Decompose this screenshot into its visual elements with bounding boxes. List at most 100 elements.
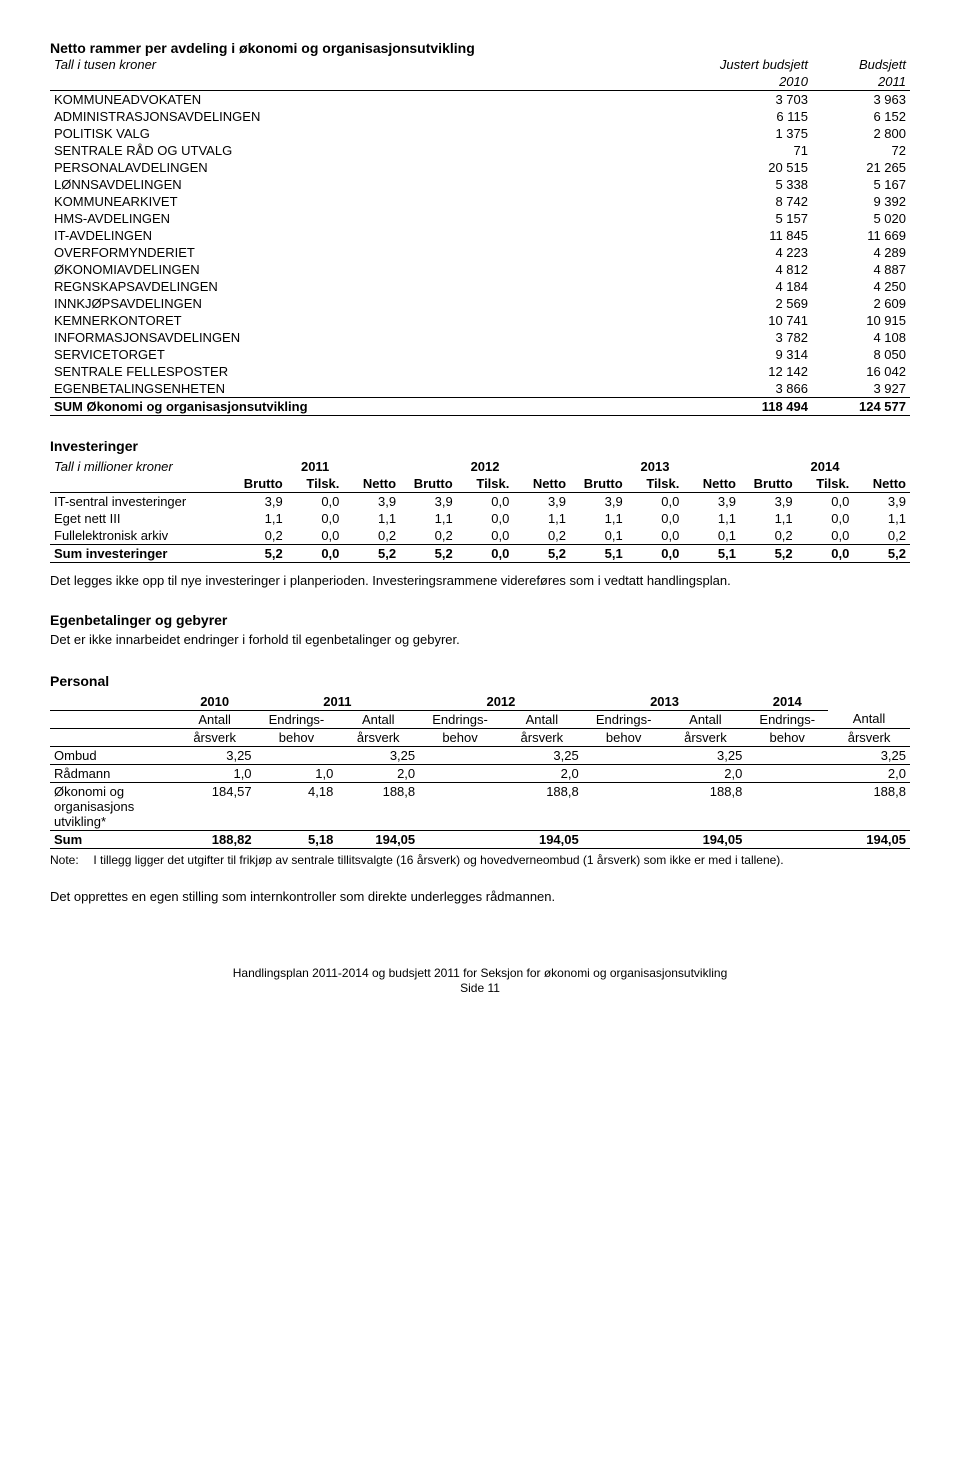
table-row-v1: 20 515 [714,159,812,176]
table-row-v1: 2 569 [714,295,812,312]
table-row-v2: 4 887 [812,261,910,278]
sub-arsverk: årsverk [665,728,747,746]
table-row-v2: 2 609 [812,295,910,312]
table-row-v2: 10 915 [812,312,910,329]
invest-cell: 0,0 [627,527,684,545]
invest-cell: 0,2 [230,527,287,545]
invest-cell: 0,0 [287,493,344,511]
invest-cell: 0,0 [457,527,514,545]
invest-heading: Investeringer [50,438,910,454]
table-row-v1: 3 703 [714,91,812,109]
personal-sum-cell [746,830,828,848]
table-row-v1: 3 782 [714,329,812,346]
invest-cell: 1,1 [513,510,570,527]
table-row-v1: 4 184 [714,278,812,295]
personal-cell [419,782,501,830]
invest-cell: 0,2 [740,527,797,545]
table-row-v2: 6 152 [812,108,910,125]
invest-sum-cell: 0,0 [627,545,684,563]
invest-subcol: Netto [683,475,740,493]
personal-sum-cell: 194,05 [337,830,419,848]
invest-table: Tall i millioner kroner 2011 2012 2013 2… [50,458,910,563]
invest-sum-cell: 5,2 [230,545,287,563]
invest-cell: 0,2 [400,527,457,545]
table-row-v1: 12 142 [714,363,812,380]
invest-cell: 0,0 [627,510,684,527]
personal-table: 20102011201220132014 AntallEndrings-Anta… [50,693,910,849]
personal-cell: 188,8 [665,782,747,830]
invest-cell: 0,2 [853,527,910,545]
invest-sum-cell: 5,2 [400,545,457,563]
personal-sum-label: Sum [50,830,174,848]
col1-heading: Justert budsjett [714,56,812,73]
invest-row-label: Fullelektronisk arkiv [50,527,230,545]
invest-row-label: IT-sentral investeringer [50,493,230,511]
personal-year: 2013 [583,693,747,711]
invest-cell: 3,9 [570,493,627,511]
invest-cell: 0,0 [797,510,854,527]
invest-cell: 3,9 [343,493,400,511]
invest-cell: 3,9 [230,493,287,511]
personal-heading: Personal [50,673,910,689]
invest-subcol: Tilsk. [457,475,514,493]
table-row-v2: 5 020 [812,210,910,227]
personal-cell [583,782,665,830]
sub-arsverk: årsverk [501,728,583,746]
sub-endrings: Endrings- [256,710,338,728]
table-row-label: REGNSKAPSAVDELINGEN [50,278,714,295]
personal-cell: 3,25 [174,746,256,764]
invest-subcol: Netto [513,475,570,493]
note-label: Note: [50,853,90,867]
table1-sum-label: SUM Økonomi og organisasjonsutvikling [50,398,714,416]
invest-subcol: Tilsk. [627,475,684,493]
table-row-v2: 2 800 [812,125,910,142]
personal-row-label: Økonomi og organisasjons utvikling* [50,782,174,830]
table1-sum-v2: 124 577 [812,398,910,416]
invest-y2: 2012 [400,458,570,475]
invest-cell: 0,0 [287,510,344,527]
sub-antall: Antall [501,710,583,728]
invest-subcol: Netto [853,475,910,493]
table-row-v2: 4 250 [812,278,910,295]
personal-cell: 188,8 [337,782,419,830]
invest-sum-cell: 5,1 [570,545,627,563]
fees-heading: Egenbetalinger og gebyrer [50,612,910,628]
invest-cell: 1,1 [853,510,910,527]
invest-subcol: Tilsk. [287,475,344,493]
invest-cell: 0,0 [797,493,854,511]
invest-cell: 0,1 [570,527,627,545]
sub-behov: behov [256,728,338,746]
table1-unit: Tall i tusen kroner [50,56,714,73]
table-row-v2: 16 042 [812,363,910,380]
personal-row-label: Rådmann [50,764,174,782]
invest-sum-label: Sum investeringer [50,545,230,563]
personal-cell: 1,0 [174,764,256,782]
table-row-v2: 21 265 [812,159,910,176]
table-row-v2: 3 963 [812,91,910,109]
personal-cell: 2,0 [665,764,747,782]
personal-cell: 2,0 [501,764,583,782]
personal-cell: 4,18 [256,782,338,830]
invest-sum-cell: 0,0 [797,545,854,563]
personal-note: Note: I tillegg ligger det utgifter til … [50,853,910,867]
invest-cell: 0,2 [343,527,400,545]
invest-subcol: Brutto [230,475,287,493]
sub-behov: behov [583,728,665,746]
table-row-v1: 5 157 [714,210,812,227]
sub-antall: Antall [174,710,256,728]
personal-sum-cell: 188,82 [174,830,256,848]
invest-cell: 3,9 [853,493,910,511]
table-row-v2: 8 050 [812,346,910,363]
table-row-v2: 4 289 [812,244,910,261]
personal-cell [746,782,828,830]
table-row-label: SENTRALE FELLESPOSTER [50,363,714,380]
personal-cell [583,746,665,764]
sub-arsverk: årsverk [174,728,256,746]
table-row-v2: 9 392 [812,193,910,210]
sub-arsverk: årsverk [337,728,419,746]
personal-row-label: Ombud [50,746,174,764]
personal-para: Det opprettes en egen stilling som inter… [50,889,910,906]
invest-cell: 3,9 [513,493,570,511]
invest-para: Det legges ikke opp til nye investeringe… [50,573,910,590]
personal-year: 2014 [746,693,828,711]
